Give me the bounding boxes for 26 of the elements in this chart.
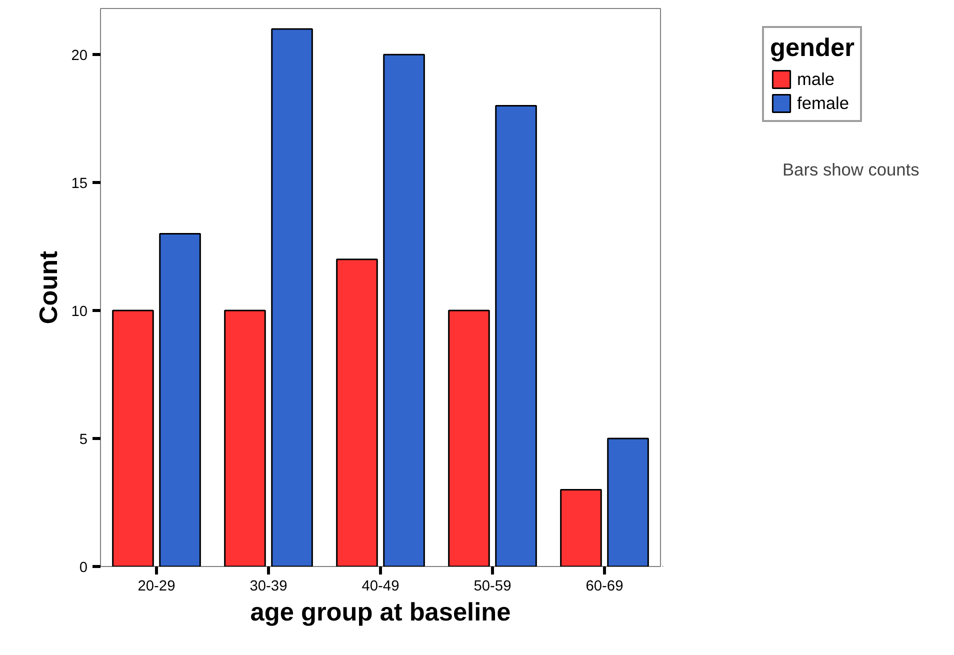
y-axis-title: Count <box>35 250 64 324</box>
y-tick-label: 10 <box>71 304 88 320</box>
y-tick-label: 15 <box>71 176 88 192</box>
bar <box>560 488 602 566</box>
bar <box>159 233 201 566</box>
x-tick-label: 60-69 <box>586 578 624 594</box>
bar <box>271 28 313 566</box>
bar <box>224 310 266 566</box>
x-tick-label: 50-59 <box>474 578 512 594</box>
bar <box>383 54 425 566</box>
y-tick-label: 0 <box>79 560 88 576</box>
legend-label: male <box>797 68 835 90</box>
y-tick-label: 5 <box>79 432 88 448</box>
text: Bars show counts <box>782 160 920 180</box>
bar <box>336 258 378 566</box>
x-tick-label: 20-29 <box>138 578 176 594</box>
x-axis-title: age group at baseline <box>250 598 511 626</box>
legend-title: gender <box>770 34 854 63</box>
bar <box>495 105 537 566</box>
legend-label: female <box>797 92 850 114</box>
x-tick-label: 40-49 <box>362 578 400 594</box>
bar <box>607 438 649 566</box>
y-tick-label: 20 <box>71 48 88 64</box>
bar <box>112 310 154 566</box>
x-tick-label: 30-39 <box>250 578 288 594</box>
bar <box>448 310 490 566</box>
